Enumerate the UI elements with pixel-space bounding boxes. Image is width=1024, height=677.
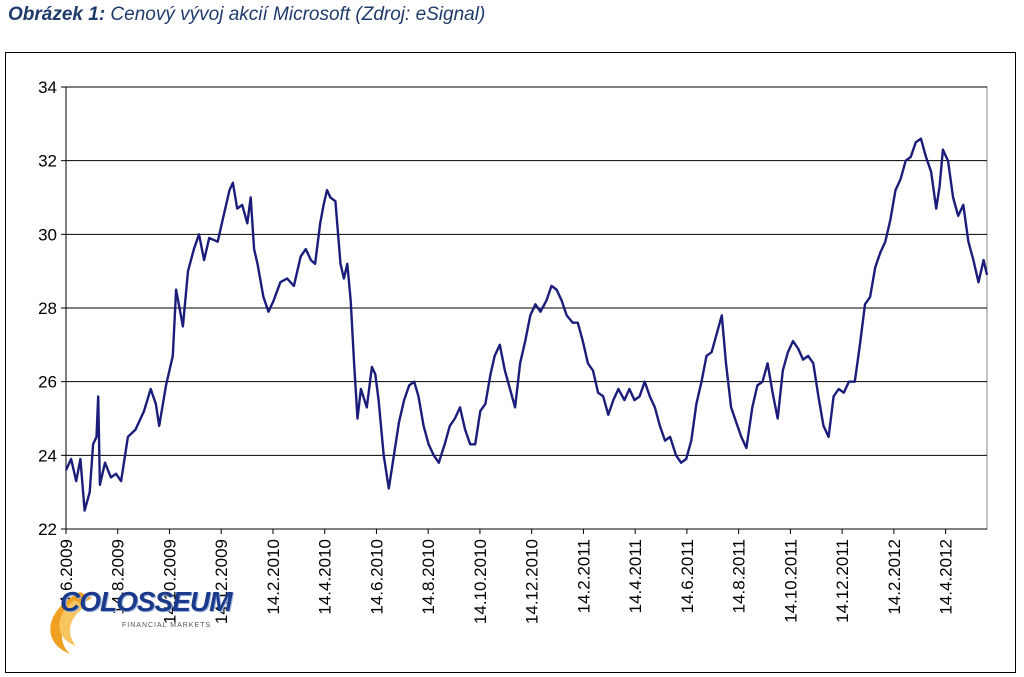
x-tick-label: 14.8.2011 (730, 539, 749, 613)
y-tick-label: 30 (38, 225, 57, 244)
x-tick-label: 14.4.2012 (937, 539, 956, 615)
series-line-msft (64, 137, 989, 512)
x-tick-label: 14.12.2010 (523, 539, 542, 624)
chart-frame (5, 52, 1016, 673)
x-tick-label: 14.2.2012 (885, 539, 904, 615)
x-tick-label: 14.10.2010 (471, 539, 490, 624)
y-tick-label: 24 (38, 446, 57, 465)
x-tick-label: 14.6.2010 (367, 539, 386, 615)
figure-caption: Obrázek 1: Cenový vývoj akcií Microsoft … (8, 4, 485, 26)
y-axis-ticks: 22 24 26 28 30 32 34 (38, 78, 66, 539)
x-tick-label: 14.8.2009 (109, 539, 128, 615)
logo-swoosh-icon (50, 592, 92, 654)
x-tick-label: 14.12.2009 (212, 539, 231, 624)
x-tick-label: 14.10.2011 (781, 539, 800, 623)
y-tick-label: 32 (38, 152, 57, 171)
x-tick-label: 14.12.2011 (833, 539, 852, 623)
x-tick-label: 14.4.2010 (316, 539, 335, 615)
x-tick-label: 14.2.2010 (264, 539, 283, 615)
x-tick-label: 14.6.2011 (678, 539, 697, 613)
caption-text: Cenový vývoj akcií Microsoft (Zdroj: eSi… (105, 4, 486, 25)
logo-name: COLOSSEUM (60, 586, 232, 617)
y-tick-label: 22 (38, 520, 57, 539)
y-tick-label: 26 (38, 373, 57, 392)
y-tick-label: 28 (38, 299, 57, 318)
logo-subtitle: FINANCIAL MARKETS (122, 622, 212, 629)
x-tick-label: 14.8.2010 (419, 539, 438, 615)
x-tick-label: 14.2.2011 (574, 539, 593, 613)
x-tick-label: 14.6.2009 (57, 539, 76, 615)
gridlines (65, 86, 988, 530)
colosseum-logo: COLOSSEUM FINANCIAL MARKETS (40, 580, 240, 660)
x-tick-label: 14.10.2009 (160, 539, 179, 624)
caption-prefix: Obrázek 1: (8, 4, 106, 25)
y-tick-label: 34 (38, 78, 57, 97)
x-axis-ticks: 14.6.2009 14.8.2009 14.10.2009 14.12.2009 14… (57, 529, 956, 624)
x-tick-label: 14.4.2011 (626, 539, 645, 613)
